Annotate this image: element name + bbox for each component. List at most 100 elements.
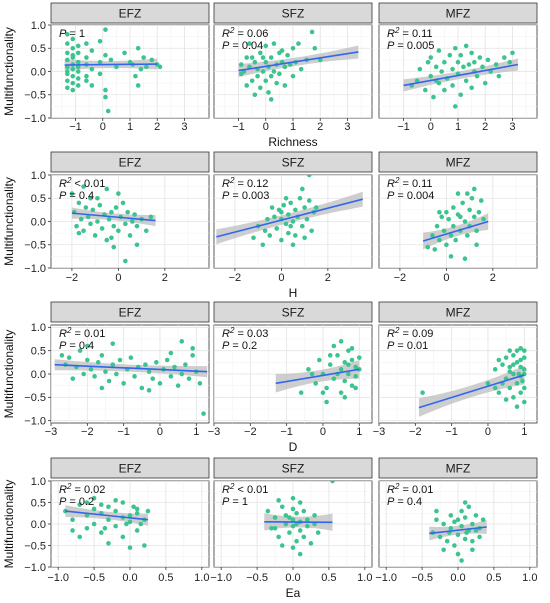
data-point xyxy=(511,353,516,358)
data-point xyxy=(455,59,461,65)
x-axis-title: Richness xyxy=(268,135,317,149)
facet-strip xyxy=(50,2,210,24)
x-tick-label: 3 xyxy=(344,121,350,133)
x-tick-label: −1 xyxy=(69,121,82,133)
x-axis-title: H xyxy=(289,286,298,300)
data-point xyxy=(469,50,474,56)
data-point xyxy=(201,411,206,416)
data-point xyxy=(353,385,358,391)
data-point xyxy=(279,543,285,548)
plot-layer xyxy=(379,481,537,567)
x-tick-label: −2 xyxy=(81,426,94,438)
data-point xyxy=(473,528,479,533)
regression-line xyxy=(429,526,487,535)
data-point xyxy=(349,346,355,351)
stat-p-value: = 0.005 xyxy=(394,40,434,52)
data-point xyxy=(88,195,93,201)
data-point xyxy=(95,219,100,224)
stat-p-symbol: P xyxy=(59,190,67,202)
regression-line xyxy=(65,510,149,521)
data-point xyxy=(132,212,137,217)
data-point xyxy=(106,378,112,384)
data-point xyxy=(472,59,477,65)
data-point xyxy=(477,534,482,540)
data-point xyxy=(437,237,442,243)
data-point xyxy=(324,399,329,405)
data-point xyxy=(290,495,296,501)
data-point xyxy=(353,374,358,379)
data-point xyxy=(76,200,82,206)
stat-p-symbol: P xyxy=(59,340,67,352)
data-point xyxy=(81,184,86,189)
data-point xyxy=(88,221,93,227)
regression-line xyxy=(64,63,158,66)
stat-r2-value: < 0.01 xyxy=(71,178,105,190)
x-tick-label: −2 xyxy=(394,272,407,284)
data-point xyxy=(459,508,464,514)
data-point xyxy=(466,504,472,510)
data-point xyxy=(120,534,126,540)
x-tick-label: 0 xyxy=(100,121,106,133)
data-point xyxy=(179,371,185,377)
facet-strip xyxy=(213,151,373,173)
x-tick-label: 1 xyxy=(356,426,362,438)
stat-r2-value: = 0.11 xyxy=(399,178,432,190)
data-point xyxy=(507,364,513,370)
data-point xyxy=(294,510,299,516)
data-point xyxy=(124,521,129,527)
data-point xyxy=(309,228,314,234)
x-tick-label: 3 xyxy=(181,121,187,133)
data-point xyxy=(518,364,523,370)
plot-layer xyxy=(214,175,372,268)
data-point xyxy=(81,371,86,377)
stat-r2-value: = 0.01 xyxy=(71,328,105,340)
data-point xyxy=(473,513,479,518)
data-point xyxy=(469,195,475,201)
stat-p-symbol: P xyxy=(222,40,230,52)
data-point xyxy=(327,362,333,367)
stat-p-value: = 0.003 xyxy=(229,190,269,202)
data-point xyxy=(306,175,312,178)
facet-strip xyxy=(213,457,373,479)
y-tick-label: 1.0 xyxy=(31,20,46,32)
data-point xyxy=(462,219,468,224)
data-point xyxy=(342,360,348,365)
data-point xyxy=(447,52,453,58)
data-point xyxy=(103,94,108,100)
x-tick-label: 1.0 xyxy=(522,572,537,584)
data-point xyxy=(197,381,203,386)
data-point xyxy=(353,364,358,370)
data-point xyxy=(437,209,442,215)
x-tick-label: −1.0 xyxy=(47,572,69,584)
data-point xyxy=(154,360,159,365)
plot-layer xyxy=(379,325,537,423)
data-point xyxy=(255,73,260,79)
data-point xyxy=(510,50,515,56)
data-point xyxy=(436,48,442,53)
data-point xyxy=(249,55,255,60)
stat-r2-symbol: R xyxy=(387,484,395,496)
data-point xyxy=(66,355,72,360)
data-point xyxy=(90,207,96,213)
data-point xyxy=(282,64,288,70)
data-point xyxy=(266,90,271,95)
data-point xyxy=(91,521,97,527)
data-point xyxy=(91,506,97,512)
data-point xyxy=(309,29,315,35)
data-point xyxy=(276,498,281,503)
stat-r2: R2 = 0.12 xyxy=(222,176,268,190)
data-point xyxy=(462,515,468,520)
data-point xyxy=(130,219,135,224)
stat-p-symbol: P xyxy=(387,40,395,52)
data-point xyxy=(514,381,520,386)
data-point xyxy=(85,343,90,349)
data-point xyxy=(324,385,329,391)
data-point xyxy=(134,506,140,512)
facet-strip xyxy=(213,301,373,323)
stat-r2-symbol: R xyxy=(59,178,67,190)
data-point xyxy=(466,62,472,67)
data-point xyxy=(463,43,469,49)
data-point xyxy=(305,523,310,529)
